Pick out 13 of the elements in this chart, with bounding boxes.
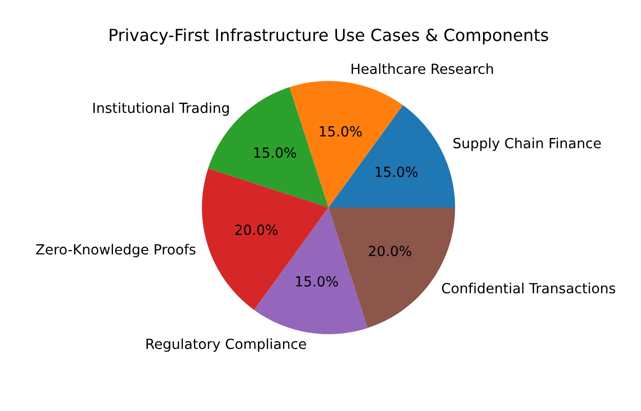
data-label: 20.0% — [368, 246, 412, 256]
slice-label: Healthcare Research — [352, 63, 493, 74]
slice-label: Confidential Transactions — [442, 282, 616, 294]
slice-label: Regulatory Compliance — [146, 338, 306, 352]
data-label: 20.0% — [235, 224, 278, 236]
chart-title: Privacy-First Infrastructure Use Cases & Components — [110, 28, 548, 44]
data-label: 15.0% — [320, 126, 362, 137]
slice-label: Institutional Trading — [93, 102, 229, 116]
data-label: 15.0% — [296, 276, 338, 287]
slice-label: Zero-Knowledge Proofs — [36, 244, 196, 258]
slice-label: Supply Chain Finance — [454, 138, 601, 152]
data-label: 15.0% — [254, 147, 296, 158]
data-label: 15.0% — [376, 166, 418, 178]
